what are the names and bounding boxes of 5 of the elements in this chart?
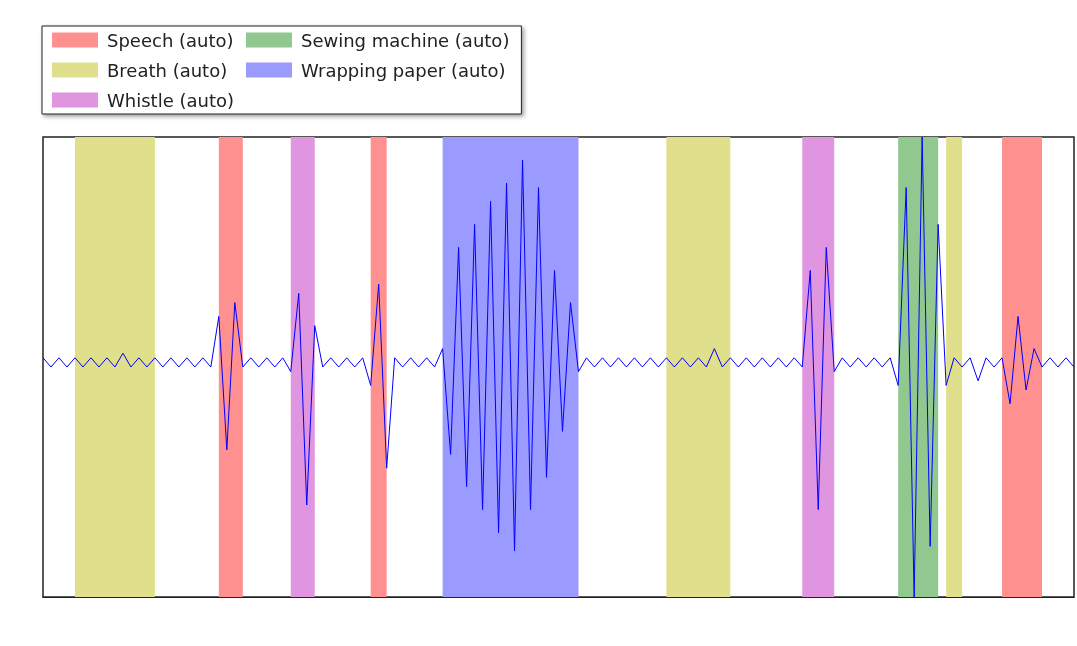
legend-label: Breath (auto) <box>107 59 228 81</box>
legend-label: Sewing machine (auto) <box>300 29 510 51</box>
legend-label: Wrapping paper (auto) <box>300 59 506 81</box>
legend-label: Speech (auto) <box>107 29 234 51</box>
legend-label: Whistle (auto) <box>107 89 234 111</box>
